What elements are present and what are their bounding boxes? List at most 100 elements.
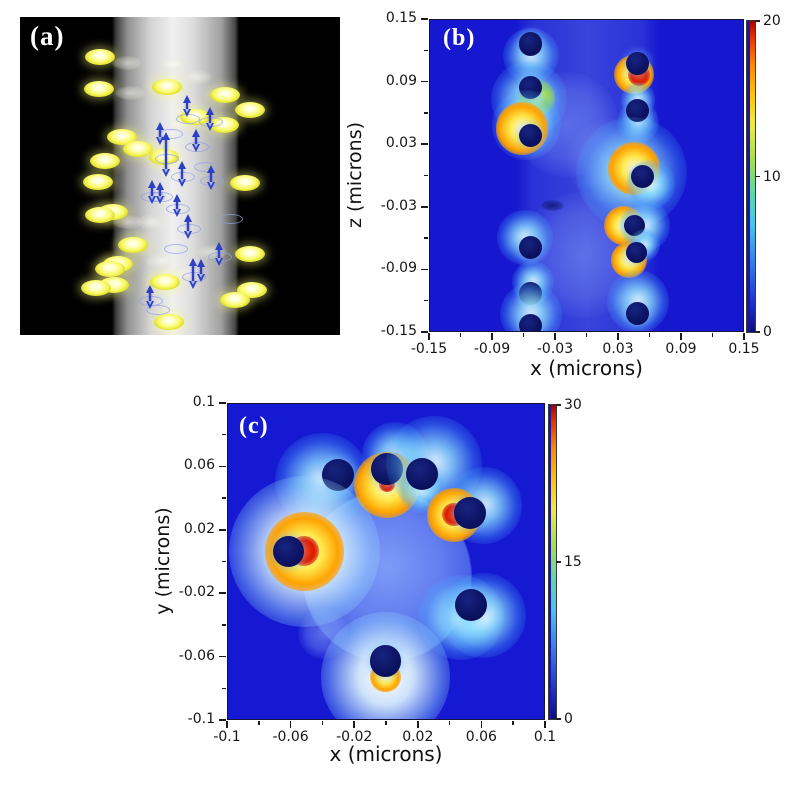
dipole-arrow-head-down [155,137,164,145]
dipole-arrow-head-down [161,169,170,177]
dipole-arrow-head-down-inner [198,274,203,278]
dipole-arrow-head-down [206,182,215,190]
colorbar-tick [755,331,760,333]
gold-nanodisk [150,274,180,290]
dipole-arrow-head-down-inner [216,258,221,262]
nanoparticle [626,99,650,123]
y-tick-minor [222,497,226,499]
far-side-disk [157,57,187,71]
dipole-arrow-head-down [188,281,197,289]
gold-nanodisk [123,141,153,157]
y-tick-label: -0.1 [187,711,215,727]
y-tick-label: -0.15 [380,323,417,339]
y-tick-minor [222,560,226,563]
x-tick-major [428,333,430,340]
y-tick-minor [424,49,428,52]
dipole-ring [219,214,243,224]
dipole-arrow-head-down [183,231,192,239]
dipole-arrow-head-down-inner [193,144,198,148]
dipole-arrow-head-down-inner [179,179,184,183]
dipole-arrow-head-down-inner [184,109,189,113]
dipole-arrow-head-down-inner [163,169,168,173]
colorbar-tick-label: 0 [763,324,772,340]
dipole-arrow-head-down [214,258,223,266]
x-tick-label: 0.03 [602,341,634,357]
dipole-arrow-head-up [206,165,215,173]
dipole-ring [194,162,218,172]
dipole-arrow-head-up [155,182,164,190]
nanoparticle [630,164,654,189]
colorbar-tick-label: 10 [763,168,781,185]
x-tick-major [544,721,546,728]
hotspot-cyan [440,572,527,659]
dipole-arrow-head-down [147,196,156,204]
y-tick-label: 0.02 [183,520,215,537]
dark-patch [541,200,565,211]
dipole-arrow-head-up [188,258,197,266]
dipole-arrow-head-down-inner [185,231,190,235]
y-tick-minor [424,174,428,177]
gold-nanodisk [235,102,265,118]
y-tick-label: 0.06 [183,457,215,474]
dipole-arrow-head-up [177,161,186,169]
dipole-arrow-shaft [186,220,190,233]
nanoparticle [406,457,438,490]
dipole-arrow-head-down [205,123,214,131]
dipole-arrow-head-down-inner [157,137,162,141]
y-tick-minor [222,624,226,626]
x-tick-minor [512,721,514,725]
nanoparticle [519,32,543,56]
y-tick-major [421,268,428,271]
far-side-disk [146,254,176,268]
gold-nanodisk [230,175,260,191]
dipole-arrow-head-up [182,95,191,103]
x-tick-label: 0.1 [533,729,557,745]
y-tick-major [219,719,226,721]
y-tick-minor [222,687,226,690]
x-tick-major [554,333,556,340]
dipole-arrow-head-down-inner [174,209,179,213]
dipole-arrow-shaft [180,167,184,181]
colorbar-gradient [551,405,556,719]
y-tick-major [219,655,226,658]
y-tick-major [219,465,226,468]
y-tick-label: -0.09 [380,260,417,277]
y-tick-minor [424,112,428,114]
x-tick-major [680,333,682,340]
panel-b-colorbar: 0 10 20 [746,13,781,340]
dipole-arrow-head-down-inner [147,301,152,305]
x-tick-minor [459,333,462,337]
dipole-arrow-head-down [145,301,154,309]
y-tick-minor [424,299,428,302]
nanoparticle [519,124,543,148]
panel-c-label: (c) [239,413,269,439]
far-side-disk [182,70,212,84]
colorbar-tick-label: 30 [564,397,582,413]
nanoparticle [453,497,486,530]
x-tick-major [226,721,228,728]
panel-c-y-axis-label: y (microns) [152,507,174,615]
panel-a-schematic: (a) [20,17,340,335]
y-tick-minor [222,433,226,436]
x-tick-major [289,721,292,728]
dipole-arrow-shaft [158,188,162,198]
x-tick-minor [321,721,324,725]
dipole-arrow-head-down-inner [149,196,154,200]
dipole-arrow-shaft [209,171,213,184]
dipole-arrow-head-up [183,214,192,222]
nanoparticle [455,589,488,622]
colorbar-gradient [749,21,755,332]
gold-nanodisk [235,246,265,262]
dipole-arrow-shaft [164,138,168,171]
nanoparticle [369,644,402,677]
gold-nanodisk [85,207,115,223]
dipole-arrow-head-down-inner [157,196,162,200]
nanoparticle [272,535,305,568]
panel-b: (b) -0.15 -0.09 -0.03 0.03 0.09 0.15 0.15 0.09 0… [381,10,760,357]
y-tick-major [421,18,428,20]
y-tick-major [421,206,428,208]
dipole-arrow-shaft [148,291,152,303]
gold-nanodisk [154,314,184,330]
dipole-arrow-shaft [208,113,212,125]
